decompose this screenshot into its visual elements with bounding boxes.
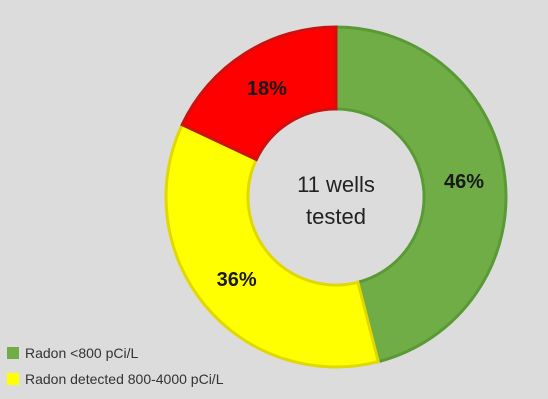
- donut-hole: [249, 110, 423, 284]
- center-label-line-2: tested: [306, 204, 366, 229]
- slice-green: [334, 25, 508, 364]
- donut-slices: [164, 25, 508, 369]
- chart-title-cutoff: [148, 0, 338, 6]
- legend: Radon <800 pCi/L Radon detected 800-4000…: [7, 345, 224, 387]
- slice-label-2: 36%: [217, 269, 257, 291]
- slice-red: [180, 25, 338, 162]
- legend-swatch-yellow: [7, 373, 19, 385]
- center-label: 11 wells tested: [297, 172, 375, 229]
- slice-label-3: 18%: [247, 78, 287, 100]
- legend-swatch-green: [7, 347, 19, 359]
- slice-yellow: [164, 122, 381, 369]
- legend-label-2: Radon detected 800-4000 pCi/L: [25, 371, 224, 387]
- slice-label-1: 46%: [444, 171, 484, 193]
- center-label-line-1: 11 wells: [297, 172, 375, 197]
- legend-label-1: Radon <800 pCi/L: [25, 345, 138, 361]
- slice-percentage-labels: 46% 36% 18%: [217, 78, 485, 291]
